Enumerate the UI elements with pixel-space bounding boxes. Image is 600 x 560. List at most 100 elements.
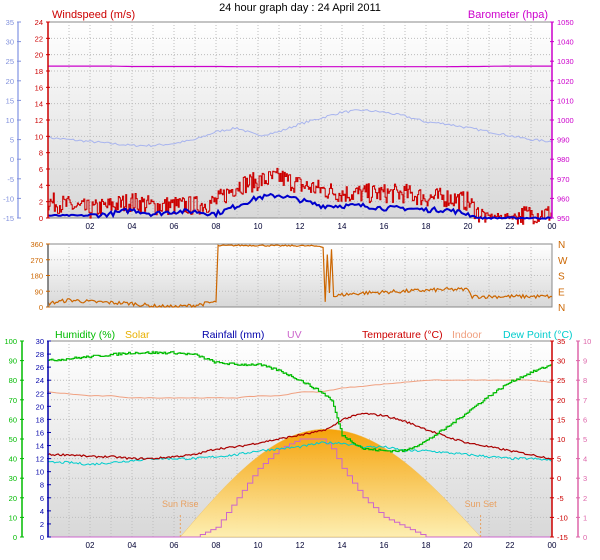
humidity-tick-label: 70 [9,396,17,405]
outer-left-tick-label: 5 [10,136,14,145]
humidity-tick-label: 50 [9,435,17,444]
wind-tick-label: 10 [35,132,43,141]
temperature-tick-label: 10 [557,435,565,444]
temperature-tick-label: 0 [557,474,561,483]
temperature-tick-label: -10 [557,513,568,522]
wind-tick-label: 0 [39,214,43,223]
compass-label: E [558,287,565,298]
temperature-time-tick: 00 [548,541,557,550]
rain-tick-label: 30 [36,337,44,346]
rain-tick-label: 24 [36,376,44,385]
uv-tick-label: 1 [583,513,587,522]
compass-label: N [558,303,565,314]
wind-time-tick: 00 [548,222,557,231]
compass-label: N [558,240,565,251]
wind-average-line [47,192,553,220]
temperature-tick-label: 15 [557,415,565,424]
temperature-tick-label: 25 [557,376,565,385]
outer-left-tick-label: 35 [6,18,14,27]
compass-label: S [558,272,565,283]
baro-axis-title: Barometer (hpa) [468,9,548,21]
wind-tick-label: 12 [35,116,43,125]
outer-left-tick-label: -10 [3,194,14,203]
wind-time-tick: 08 [212,222,221,231]
temperature-time-tick: 02 [86,541,95,550]
rain-tick-label: 16 [36,428,44,437]
baro-tick-label: 990 [557,136,570,145]
outer-left-tick-label: 0 [10,155,14,164]
humidity-tick-label: 80 [9,376,17,385]
wind-tick-label: 18 [35,67,43,76]
uv-tick-label: 8 [583,376,587,385]
rain-tick-label: 10 [36,468,44,477]
wind-tick-label: 16 [35,83,43,92]
baro-tick-label: 1040 [557,38,574,47]
wind-tick-label: 4 [39,181,43,190]
outer-left-tick-label: -5 [7,175,14,184]
humidity-tick-label: 60 [9,415,17,424]
baro-tick-label: 1030 [557,57,574,66]
humidity-tick-label: 100 [4,337,17,346]
outer-left-tick-label: -15 [3,214,14,223]
wind-tick-label: 14 [35,100,43,109]
baro-tick-label: 970 [557,175,570,184]
rain-tick-label: 26 [36,363,44,372]
wind-time-tick: 18 [422,222,431,231]
wind-time-tick: 16 [380,222,389,231]
uv-tick-label: 7 [583,396,587,405]
outer-left-tick-label: 15 [6,96,14,105]
humidity-tick-label: 0 [13,533,17,542]
rain-tick-label: 4 [40,507,44,516]
sunrise-label: Sun Rise [162,499,199,509]
wind-tick-label: 6 [39,165,43,174]
humidity-line [48,351,552,453]
rain-tick-label: 8 [40,481,44,490]
humidity-tick-label: 20 [9,494,17,503]
wind-tick-label: 8 [39,149,43,158]
legend-label: UV [287,329,302,341]
temperature-time-tick: 04 [128,541,137,550]
solar-area [179,428,482,538]
baro-tick-label: 1050 [557,18,574,27]
rain-tick-label: 12 [36,455,44,464]
wind-tick-label: 22 [35,34,43,43]
compass-label: W [558,256,568,267]
uv-tick-label: 0 [583,533,587,542]
direction-tick-label: 360 [30,240,43,249]
outer-left-tick-label: 30 [6,38,14,47]
temperature-time-tick: 20 [464,541,473,550]
temperature-tick-label: -5 [557,494,564,503]
uv-tick-label: 2 [583,494,587,503]
temperature-time-tick: 22 [506,541,515,550]
humidity-tick-label: 90 [9,357,17,366]
outer-left-tick-label: 25 [6,57,14,66]
wind-tick-label: 20 [35,51,43,60]
temperature-tick-label: 5 [557,455,561,464]
wind-time-tick: 04 [128,222,137,231]
wind-time-tick: 10 [254,222,263,231]
labels-layer: 24222018161412108642035302520151050-5-10… [3,9,591,550]
rain-tick-label: 2 [40,520,44,529]
legend-label: Rainfall (mm) [202,329,264,341]
rain-tick-label: 0 [40,533,44,542]
direction-tick-label: 90 [35,287,43,296]
rain-tick-label: 18 [36,415,44,424]
uv-tick-label: 4 [583,455,587,464]
outer-left-tick-label: 20 [6,77,14,86]
direction-tick-label: 180 [30,272,43,281]
dew-point-line [47,441,553,466]
direction-tick-label: 270 [30,256,43,265]
uv-tick-label: 10 [583,337,591,346]
temperature-tick-label: -15 [557,533,568,542]
uv-tick-label: 9 [583,357,587,366]
chart-title: 24 hour graph day : 24 April 2011 [219,2,381,14]
legend-label: Dew Point (°C) [503,329,573,341]
baro-tick-label: 980 [557,155,570,164]
wind-time-tick: 14 [338,222,347,231]
temperature-time-tick: 18 [422,541,431,550]
humidity-tick-label: 10 [9,513,17,522]
rain-tick-label: 22 [36,389,44,398]
wind-time-tick: 12 [296,222,305,231]
